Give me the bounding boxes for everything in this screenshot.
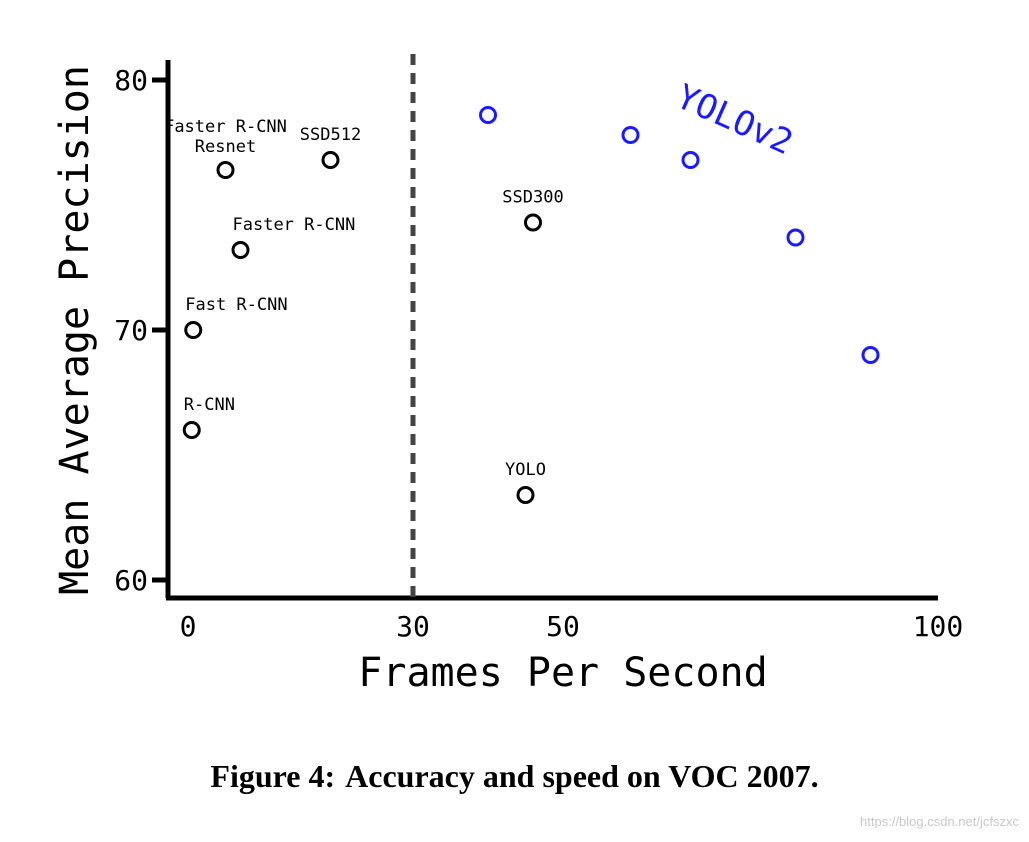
y-tick-label: 70 [114,314,148,347]
figure-caption: Figure 4: Accuracy and speed on VOC 2007. [0,758,1029,795]
point-label: Faster R-CNN [164,117,287,137]
yolov2-point [479,106,497,124]
yolov2-point [621,126,640,144]
caption-text: Accuracy and speed on VOC 2007. [345,758,819,794]
point-label: Faster R-CNN [233,215,356,235]
x-ticks: 0 30 50 100 [180,610,964,643]
point-label: SSD512 [300,125,361,145]
detector-point [516,486,535,504]
detector-point [182,421,201,439]
y-ticks: 60 70 80 [114,64,168,597]
point-label: R-CNN [184,395,235,415]
detector-point [524,213,542,232]
watermark: https://blog.csdn.net/jcfszxc [860,814,1019,829]
x-axis-title: Frames Per Second [358,650,767,696]
yolov2-series-label: YOLOv2 [670,77,798,164]
point-label: SSD300 [502,188,563,208]
figure-number: Figure 4: [210,758,336,794]
yolov2-point [681,151,700,169]
y-tick-label: 80 [114,64,148,97]
axes [165,60,938,601]
detector-point [216,161,235,179]
x-tick-label: 50 [546,610,580,643]
point-label: Fast R-CNN [185,295,287,315]
x-tick-label: 30 [396,610,430,643]
data-points [182,106,880,504]
yolov2-point [786,228,805,247]
y-tick-label: 60 [114,564,148,597]
x-tick-label: 100 [913,610,964,643]
point-label: Resnet [195,137,256,157]
detector-point [231,241,250,259]
point-label: YOLO [505,460,546,480]
detector-point [321,151,340,169]
x-tick-label: 0 [180,610,197,643]
y-axis-title: Mean Average Precision [52,65,98,595]
yolov2-point [861,346,880,364]
detector-point [184,321,203,339]
